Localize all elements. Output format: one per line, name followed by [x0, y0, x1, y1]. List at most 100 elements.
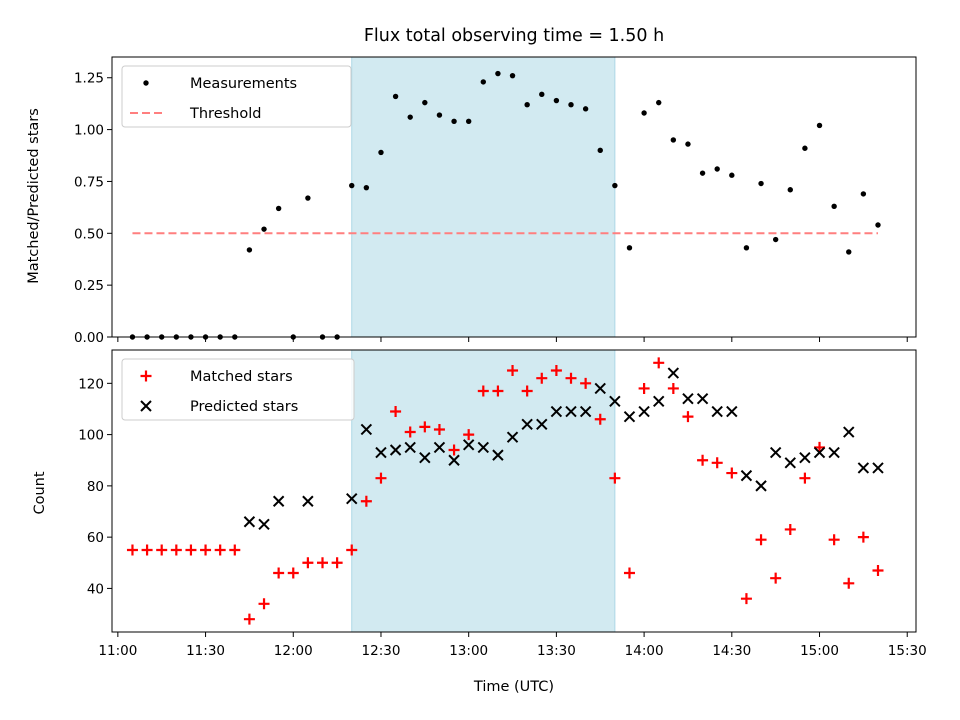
- matched-stars-point: [185, 544, 197, 556]
- matched-stars-point: [857, 531, 869, 543]
- predicted-stars-point: [462, 439, 475, 451]
- predicted-stars-point: [755, 480, 767, 492]
- measurement-point: [875, 222, 881, 228]
- predicted-stars-point: [375, 446, 387, 459]
- legend-measurement-marker: [143, 80, 149, 86]
- predicted-stars-point: [492, 449, 504, 461]
- predicted-stars-point: [389, 444, 402, 456]
- matched-stars-point: [843, 577, 855, 589]
- y-tick-label: 120: [78, 376, 104, 392]
- matched-stars-point: [638, 382, 650, 394]
- matched-stars-point: [302, 557, 314, 569]
- x-tick-label: 12:00: [274, 643, 313, 659]
- matched-stars-point: [448, 444, 460, 456]
- predicted-stars-point: [594, 382, 606, 395]
- measurement-point: [699, 170, 706, 176]
- measurement-point: [451, 118, 457, 124]
- legend-label: Predicted stars: [190, 399, 298, 415]
- matched-stars-point: [667, 382, 679, 394]
- matched-stars-point: [784, 523, 796, 535]
- matched-stars-point: [214, 544, 226, 556]
- measurement-point: [714, 166, 720, 172]
- measurement-point: [787, 187, 793, 193]
- measurement-point: [275, 205, 282, 212]
- y-tick-label: 80: [87, 479, 104, 495]
- predicted-stars-point: [828, 446, 840, 459]
- legend-matched-marker: [140, 370, 152, 382]
- measurement-point: [626, 245, 633, 251]
- axes-frame: [111, 56, 917, 338]
- measurement-point: [305, 195, 311, 201]
- measurement-point: [436, 112, 443, 118]
- matched-stars-point: [375, 472, 387, 484]
- x-tick-label: 11:00: [98, 643, 137, 659]
- x-tick-label: 11:30: [186, 643, 225, 659]
- y-tick-label: 0.00: [74, 330, 104, 346]
- legend-predicted-marker: [140, 400, 152, 412]
- predicted-stars-point: [784, 457, 796, 469]
- y-tick-label: 0.50: [74, 226, 104, 242]
- measurement-point: [422, 99, 428, 106]
- matched-stars-point: [828, 534, 840, 546]
- measurement-point: [539, 91, 545, 98]
- measurement-point: [670, 137, 677, 143]
- matched-stars-point: [521, 385, 533, 397]
- measurement-point: [846, 249, 852, 255]
- matched-stars-point: [682, 411, 694, 423]
- x-tick-label: 15:30: [888, 643, 927, 659]
- predicted-stars-point: [857, 462, 870, 474]
- predicted-stars-point: [769, 446, 782, 459]
- x-tick-label: 13:00: [449, 643, 488, 659]
- bottom-y-axis-label: Count: [32, 471, 48, 514]
- matched-stars-point: [492, 385, 504, 397]
- measurement-point: [553, 97, 560, 104]
- predicted-stars-point: [579, 405, 592, 418]
- matched-stars-point: [770, 572, 782, 584]
- matched-stars-point: [463, 429, 475, 441]
- measurement-point: [758, 180, 764, 187]
- predicted-stars-point: [799, 451, 811, 464]
- predicted-stars-point: [623, 410, 636, 423]
- measurement-point: [860, 191, 867, 197]
- axes-frame: [111, 349, 917, 633]
- legend-box: [121, 65, 352, 128]
- predicted-stars-point: [477, 441, 490, 454]
- predicted-stars-point: [243, 516, 256, 528]
- x-tick-label: 14:30: [712, 643, 751, 659]
- measurement-point: [378, 149, 384, 156]
- measurement-point: [392, 93, 399, 100]
- predicted-stars-point: [609, 395, 621, 407]
- top-y-axis-label: Matched/Predicted stars: [26, 108, 42, 284]
- measurement-point: [597, 147, 603, 154]
- y-tick-label: 100: [78, 428, 104, 444]
- matched-stars-point: [609, 472, 621, 484]
- predicted-stars-point: [726, 405, 738, 418]
- matched-stars-point: [273, 567, 285, 579]
- y-tick-label: 40: [87, 581, 104, 597]
- matched-stars-point: [536, 372, 548, 384]
- measurement-point: [465, 118, 472, 124]
- predicted-stars-point: [740, 469, 753, 482]
- matched-stars-point: [507, 365, 519, 377]
- matched-stars-point: [170, 544, 182, 556]
- matched-stars-point: [433, 423, 445, 435]
- legend-box: [121, 358, 355, 421]
- matched-stars-point: [814, 441, 826, 453]
- matched-stars-point: [477, 385, 489, 397]
- measurement-point: [480, 79, 487, 85]
- predicted-stars-point: [346, 492, 358, 505]
- matched-stars-point: [872, 564, 884, 576]
- predicted-stars-point: [302, 495, 314, 507]
- chart-title: Flux total observing time = 1.50 h: [364, 26, 664, 46]
- predicted-stars-point: [638, 405, 650, 418]
- measurement-point: [509, 72, 516, 79]
- matched-stars-point: [200, 544, 212, 556]
- predicted-stars-point: [448, 454, 460, 466]
- predicted-stars-point: [872, 462, 884, 474]
- predicted-stars-point: [653, 395, 665, 407]
- matched-stars-point: [740, 593, 752, 605]
- matched-stars-point: [156, 544, 168, 556]
- measurement-point: [772, 236, 779, 243]
- x-tick-label: 14:00: [625, 643, 664, 659]
